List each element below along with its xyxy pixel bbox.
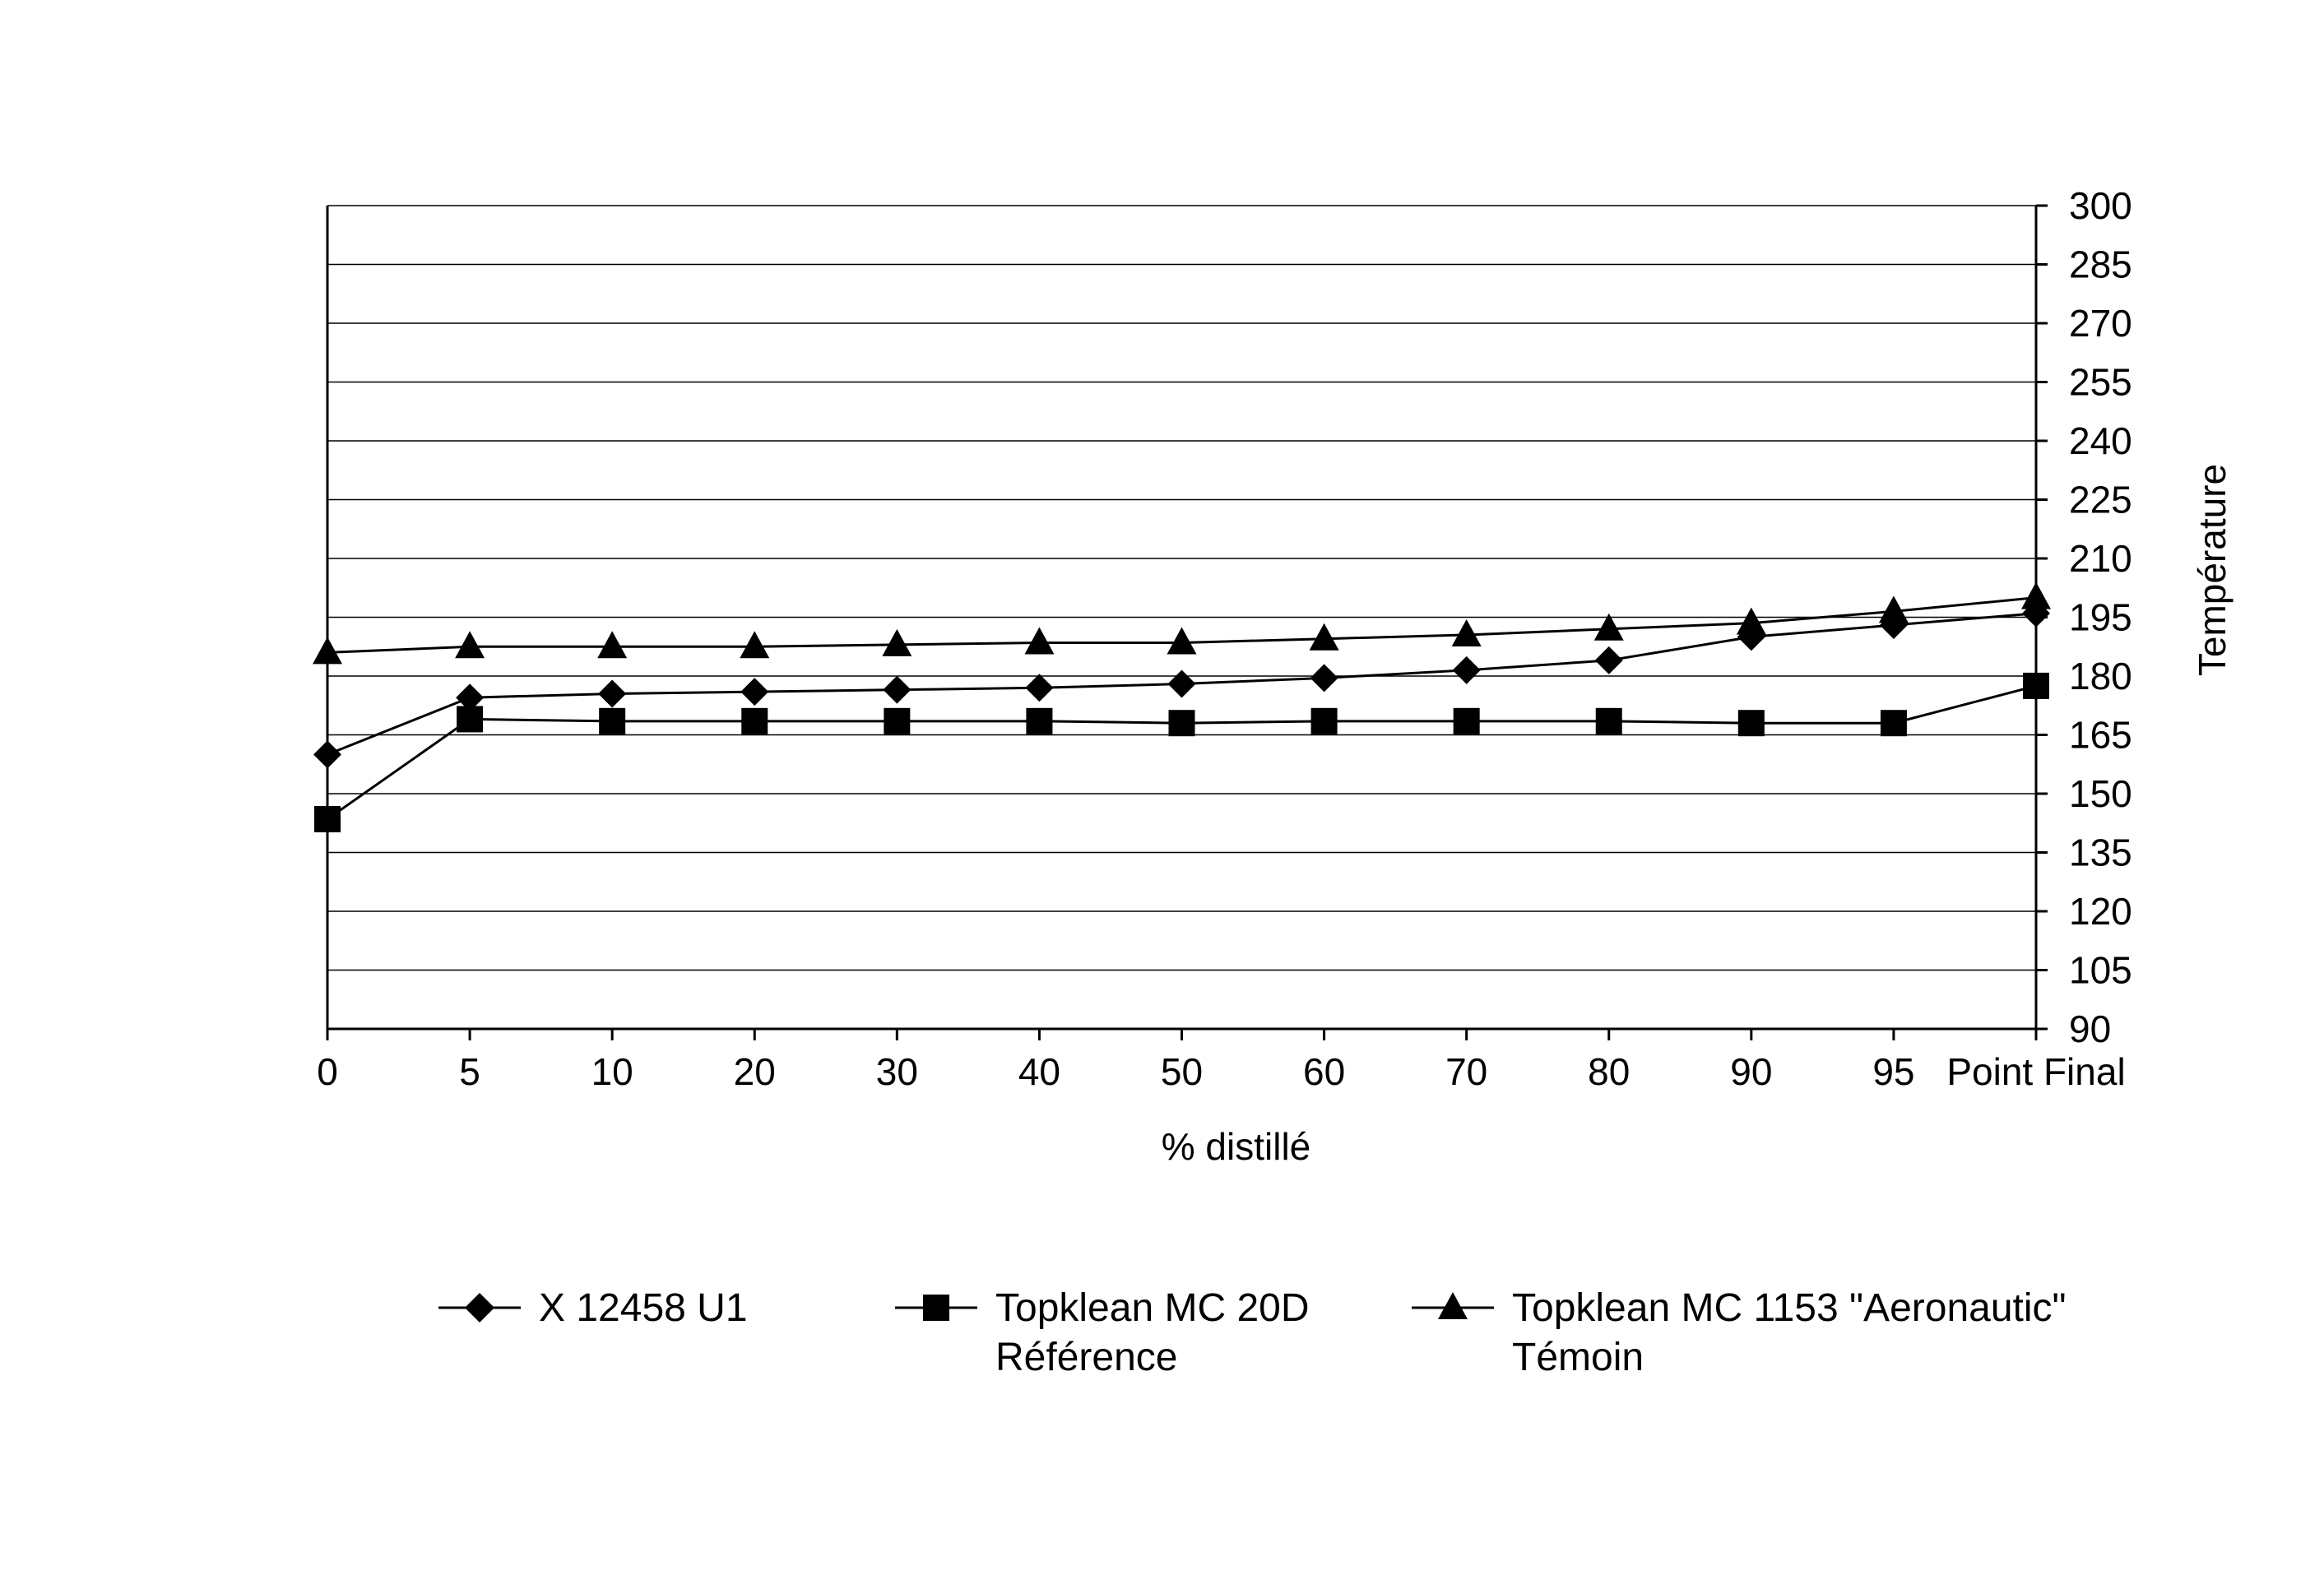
triangle-marker xyxy=(1167,627,1197,655)
gridlines xyxy=(327,205,2036,971)
y-tick-label: 135 xyxy=(2069,832,2132,874)
x-tick-label: 95 xyxy=(1872,1050,1914,1093)
x-tick-label: 70 xyxy=(1445,1050,1487,1093)
square-marker xyxy=(1737,710,1765,737)
x-tick-label: 50 xyxy=(1161,1050,1203,1093)
square-marker xyxy=(1453,707,1480,734)
y-tick-label: 270 xyxy=(2069,302,2132,345)
y-axis-title: Température xyxy=(2191,464,2234,676)
square-marker xyxy=(457,706,484,733)
diamond-marker xyxy=(598,679,627,708)
x-tick-label: 30 xyxy=(876,1050,918,1093)
legend-item-2: Topklean MC 20D Référence xyxy=(895,1286,1310,1379)
y-tick-label: 255 xyxy=(2069,361,2132,404)
legend-label: X 12458 U1 xyxy=(539,1286,748,1330)
diamond-marker xyxy=(1310,664,1338,693)
x-tick-label: 0 xyxy=(317,1050,338,1093)
triangle-marker xyxy=(313,637,342,665)
diamond-marker xyxy=(1167,669,1196,698)
triangle-marker xyxy=(1736,607,1766,635)
legend-sublabel: Référence xyxy=(995,1336,1177,1379)
y-tick-label: 225 xyxy=(2069,479,2132,521)
y-tick-label: 105 xyxy=(2069,949,2132,992)
square-marker xyxy=(1026,707,1053,734)
x-tick-label: 20 xyxy=(734,1050,776,1093)
square-marker xyxy=(1880,710,1907,737)
square-marker xyxy=(884,707,911,734)
diamond-marker xyxy=(1452,655,1481,684)
diamond-marker xyxy=(740,678,769,706)
x-tick-label: 60 xyxy=(1303,1050,1345,1093)
y-tick-label: 240 xyxy=(2069,419,2132,462)
y-tick-label: 90 xyxy=(2069,1008,2111,1050)
y-tick-label: 150 xyxy=(2069,772,2132,815)
triangle-marker xyxy=(1024,627,1055,655)
triangle-marker xyxy=(740,631,770,659)
x-tick-label: 80 xyxy=(1588,1050,1630,1093)
diamond-marker xyxy=(1594,646,1623,674)
diamond-marker xyxy=(465,1293,494,1323)
triangle-marker xyxy=(597,631,628,659)
legend: X 12458 U1 Topklean MC 20DRéférenceTopkle… xyxy=(438,1286,2067,1379)
x-axis-title: % distillé xyxy=(1162,1125,1311,1168)
legend-label: Topklean MC 1153 "Aeronautic" xyxy=(1512,1286,2067,1330)
square-marker xyxy=(923,1295,949,1321)
y-tick-label: 195 xyxy=(2069,596,2132,639)
legend-item-3: Topklean MC 1153 "Aeronautic" Témoin xyxy=(1412,1286,2067,1379)
square-marker xyxy=(2023,672,2049,699)
legend-label: Topklean MC 20D xyxy=(995,1286,1310,1330)
triangle-marker xyxy=(455,631,485,659)
x-tick-label: 5 xyxy=(459,1050,480,1093)
triangle-marker xyxy=(1309,623,1339,651)
legend-item-1: X 12458 U1 xyxy=(438,1286,748,1330)
axes xyxy=(326,204,2048,1040)
x-tick-label: 10 xyxy=(591,1050,633,1093)
square-marker xyxy=(741,707,768,734)
legend-sublabel: Témoin xyxy=(1512,1336,1644,1379)
diamond-marker xyxy=(313,740,341,769)
y-tick-label: 180 xyxy=(2069,655,2132,697)
tick-labels: 9010512013515016518019521022524025527028… xyxy=(317,184,2132,1093)
series-markers xyxy=(313,581,2051,832)
triangle-marker xyxy=(882,628,912,656)
square-marker xyxy=(1595,707,1622,734)
diamond-marker xyxy=(1025,674,1054,702)
triangle-marker xyxy=(2021,581,2051,609)
y-tick-label: 285 xyxy=(2069,243,2132,286)
y-tick-label: 210 xyxy=(2069,537,2132,580)
square-marker xyxy=(314,805,341,832)
triangle-marker xyxy=(1593,613,1624,641)
triangle-marker xyxy=(1451,618,1482,646)
square-marker xyxy=(1310,707,1338,734)
y-tick-label: 120 xyxy=(2069,890,2132,933)
y-tick-label: 300 xyxy=(2069,184,2132,227)
triangle-marker xyxy=(1878,595,1909,623)
triangle-marker xyxy=(1438,1292,1468,1319)
square-marker xyxy=(1168,710,1195,737)
square-marker xyxy=(599,707,626,734)
x-tick-label: 40 xyxy=(1018,1050,1060,1093)
x-tick-label: 90 xyxy=(1730,1050,1772,1093)
diamond-marker xyxy=(883,675,912,704)
x-tick-label: Point Final xyxy=(1946,1050,2125,1093)
y-tick-label: 165 xyxy=(2069,714,2132,757)
diamond-marker xyxy=(456,683,485,712)
